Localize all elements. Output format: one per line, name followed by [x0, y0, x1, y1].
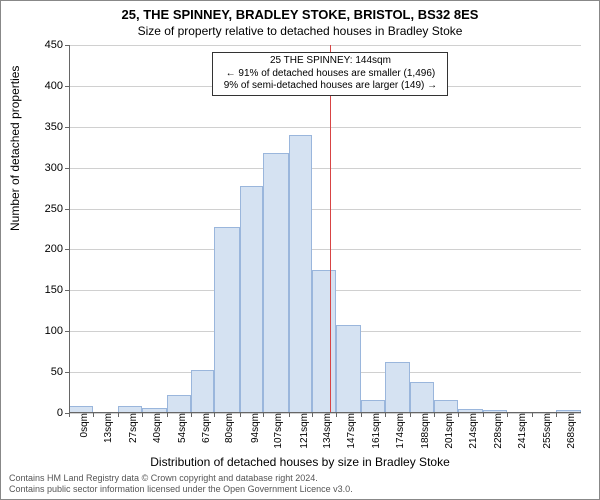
x-tick-mark [142, 413, 143, 417]
x-tick-mark [410, 413, 411, 417]
y-tick-label: 350 [29, 121, 69, 133]
x-tick-label: 241sqm [511, 413, 528, 449]
x-tick-mark [532, 413, 533, 417]
y-tick-label: 300 [29, 162, 69, 174]
annotation-line-2: ← 91% of detached houses are smaller (1,… [217, 68, 443, 81]
x-tick-label: 174sqm [389, 413, 406, 449]
x-tick-mark [385, 413, 386, 417]
x-tick-label: 40sqm [146, 413, 163, 443]
grid-line [69, 209, 581, 210]
x-tick-mark [263, 413, 264, 417]
x-tick-mark [434, 413, 435, 417]
grid-line [69, 45, 581, 46]
x-tick-label: 161sqm [365, 413, 382, 449]
x-tick-mark [361, 413, 362, 417]
annotation-box: 25 THE SPINNEY: 144sqm← 91% of detached … [212, 52, 448, 96]
y-tick-label: 50 [29, 366, 69, 378]
x-tick-label: 255sqm [536, 413, 553, 449]
x-tick-mark [69, 413, 70, 417]
chart-subtitle: Size of property relative to detached ho… [1, 22, 599, 38]
x-tick-label: 27sqm [122, 413, 139, 443]
x-axis-label: Distribution of detached houses by size … [150, 455, 450, 469]
x-tick-label: 107sqm [267, 413, 284, 449]
x-tick-label: 147sqm [340, 413, 357, 449]
y-tick-label: 100 [29, 325, 69, 337]
x-tick-label: 94sqm [244, 413, 261, 443]
x-tick-mark [118, 413, 119, 417]
reference-line [330, 45, 331, 413]
grid-line [69, 168, 581, 169]
x-tick-label: 80sqm [218, 413, 235, 443]
x-tick-mark [191, 413, 192, 417]
x-tick-mark [93, 413, 94, 417]
x-tick-label: 228sqm [487, 413, 504, 449]
annotation-line-3: 9% of semi-detached houses are larger (1… [217, 80, 443, 93]
x-tick-mark [312, 413, 313, 417]
grid-line [69, 127, 581, 128]
histogram-bar [240, 186, 264, 413]
x-tick-mark [556, 413, 557, 417]
x-tick-mark [458, 413, 459, 417]
grid-line [69, 249, 581, 250]
x-tick-mark [167, 413, 168, 417]
x-tick-label: 268sqm [560, 413, 577, 449]
x-axis [69, 412, 581, 413]
annotation-line-1: 25 THE SPINNEY: 144sqm [217, 55, 443, 68]
footer-line-1: Contains HM Land Registry data © Crown c… [9, 473, 353, 484]
x-tick-label: 13sqm [97, 413, 114, 443]
y-tick-label: 0 [29, 407, 69, 419]
histogram-bar [385, 362, 410, 413]
y-tick-label: 400 [29, 80, 69, 92]
x-tick-label: 201sqm [438, 413, 455, 449]
x-tick-label: 188sqm [414, 413, 431, 449]
histogram-bar [410, 382, 434, 413]
y-axis-label: Number of detached properties [8, 66, 22, 231]
histogram-bar [214, 227, 239, 413]
chart-title: 25, THE SPINNEY, BRADLEY STOKE, BRISTOL,… [1, 1, 599, 22]
x-tick-mark [214, 413, 215, 417]
histogram-bar [336, 325, 361, 413]
x-tick-label: 214sqm [462, 413, 479, 449]
y-tick-label: 450 [29, 39, 69, 51]
histogram-bar [289, 135, 313, 413]
histogram-bar [263, 153, 288, 413]
x-tick-label: 134sqm [316, 413, 333, 449]
y-axis [69, 45, 70, 413]
x-tick-mark [483, 413, 484, 417]
histogram-bar [312, 270, 336, 413]
footer-line-2: Contains public sector information licen… [9, 484, 353, 495]
x-tick-mark [289, 413, 290, 417]
plot-area: 0501001502002503003504004500sqm13sqm27sq… [69, 45, 581, 413]
x-tick-label: 54sqm [171, 413, 188, 443]
histogram-bar [167, 395, 191, 413]
x-tick-mark [336, 413, 337, 417]
x-tick-label: 67sqm [195, 413, 212, 443]
footer-attribution: Contains HM Land Registry data © Crown c… [9, 473, 353, 495]
y-tick-label: 200 [29, 243, 69, 255]
x-tick-label: 121sqm [293, 413, 310, 449]
x-tick-label: 0sqm [73, 413, 90, 437]
x-tick-mark [240, 413, 241, 417]
x-tick-mark [507, 413, 508, 417]
y-tick-label: 150 [29, 284, 69, 296]
histogram-bar [191, 370, 215, 413]
y-tick-label: 250 [29, 203, 69, 215]
chart-container: { "title": "25, THE SPINNEY, BRADLEY STO… [0, 0, 600, 500]
